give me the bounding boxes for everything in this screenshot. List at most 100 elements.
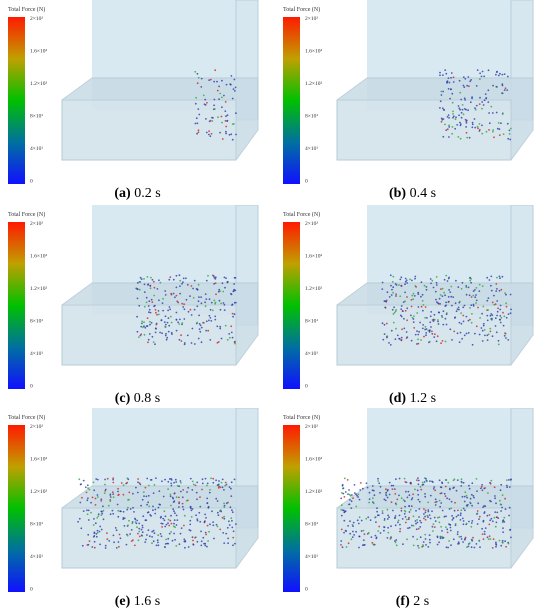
particle	[353, 484, 356, 486]
particle	[182, 489, 185, 491]
particle	[235, 523, 237, 525]
particle	[149, 311, 152, 314]
particle	[496, 127, 499, 130]
particle	[161, 332, 164, 335]
particle	[394, 493, 397, 495]
particle	[98, 530, 101, 533]
particle	[447, 114, 450, 116]
simulation-image: Total Force (N)2×10²1.6×10²1.2×10²8×10¹4…	[8, 408, 259, 593]
particle	[430, 311, 433, 313]
particle	[232, 315, 235, 318]
particle	[162, 517, 165, 520]
particle	[445, 72, 448, 75]
particle	[158, 279, 160, 282]
particle	[231, 97, 234, 100]
particle	[103, 492, 106, 494]
particle	[465, 126, 467, 128]
particle	[457, 541, 460, 544]
particle	[404, 516, 407, 518]
particle	[504, 540, 506, 543]
particle	[502, 133, 505, 136]
particle	[448, 540, 450, 542]
particle	[151, 542, 153, 545]
particle	[501, 506, 503, 509]
particle	[486, 319, 489, 322]
particle	[374, 534, 377, 537]
particle	[158, 299, 160, 302]
particle	[154, 508, 157, 511]
particle	[470, 278, 473, 280]
particle	[129, 533, 132, 535]
particle	[426, 514, 429, 517]
particle	[179, 292, 182, 295]
particle	[233, 313, 236, 316]
particle	[448, 508, 451, 510]
particle	[185, 499, 188, 502]
particle	[428, 514, 431, 516]
particle	[176, 484, 179, 487]
particle	[437, 311, 440, 314]
particle	[491, 301, 494, 304]
particle	[416, 521, 419, 524]
particle	[210, 301, 213, 304]
particle	[112, 512, 115, 515]
particle	[152, 505, 154, 508]
particle	[122, 493, 125, 496]
particle	[207, 274, 209, 277]
particle	[410, 299, 413, 301]
particle	[343, 519, 346, 522]
particle	[444, 495, 447, 497]
particle	[495, 545, 497, 548]
particle	[136, 315, 139, 318]
particle	[87, 543, 90, 546]
particle	[372, 497, 374, 499]
particle	[196, 82, 199, 85]
particle	[180, 334, 183, 337]
particle	[112, 478, 114, 481]
particle	[415, 522, 417, 525]
particle	[357, 522, 360, 525]
particle	[504, 87, 507, 90]
particle	[471, 343, 474, 346]
particle	[507, 542, 510, 545]
particle	[422, 544, 424, 546]
particle	[87, 497, 89, 500]
particle	[468, 484, 470, 487]
particle	[182, 306, 185, 308]
particle	[101, 512, 104, 515]
particle	[476, 513, 478, 515]
particle	[482, 104, 485, 106]
particle	[403, 500, 406, 503]
particle	[377, 480, 380, 482]
particle	[409, 278, 411, 281]
particle	[388, 516, 390, 519]
particle	[164, 543, 167, 545]
particle	[189, 519, 192, 522]
particle	[471, 520, 474, 522]
particle	[438, 499, 441, 502]
particle	[495, 521, 498, 524]
particle	[122, 510, 125, 513]
particle	[96, 529, 99, 532]
particle	[410, 505, 413, 507]
particle	[495, 502, 497, 505]
particle	[386, 537, 389, 539]
particle	[197, 129, 200, 132]
particle	[470, 538, 473, 541]
particle	[508, 486, 511, 488]
particle	[424, 509, 427, 512]
particle	[162, 297, 165, 300]
particle	[189, 477, 192, 480]
particle	[408, 494, 411, 497]
particle	[392, 275, 395, 278]
particle	[146, 317, 149, 319]
particle	[200, 544, 203, 547]
particle	[182, 508, 185, 511]
particle	[487, 101, 490, 103]
particle	[145, 296, 148, 299]
particle	[343, 509, 345, 512]
particle	[452, 296, 455, 298]
particle	[104, 478, 106, 481]
particle	[205, 118, 207, 120]
particle	[460, 111, 463, 114]
